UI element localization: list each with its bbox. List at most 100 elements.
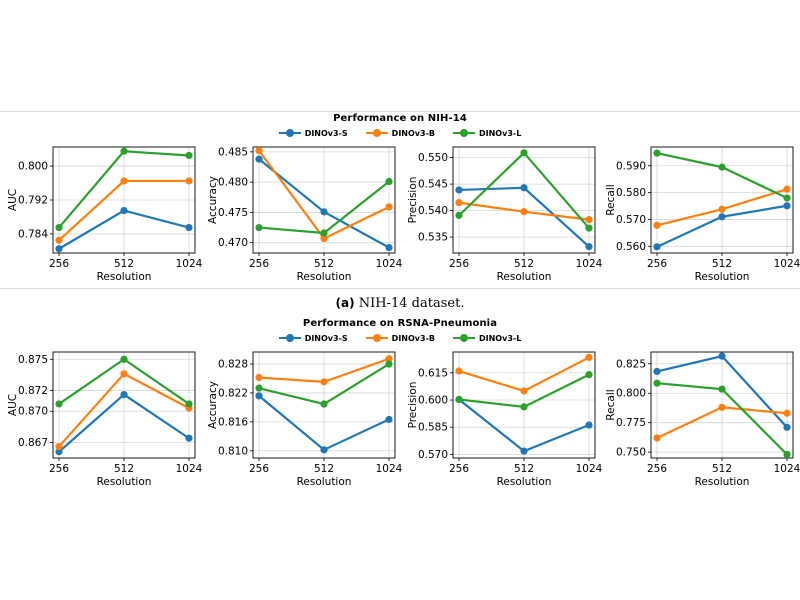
data-point-dinov3-l: [783, 450, 791, 459]
chart-nih-auc: 0.784 0.792 0.800 256 512 1024 Resolution AUC: [7, 146, 203, 283]
data-point-dinov3-l: [585, 371, 593, 379]
chart-nih-precision: 0.535 0.540 0.545 0.550 256 512 1024 Resolution…: [407, 146, 603, 283]
legend-swatch-s: [278, 333, 301, 343]
data-point-dinov3-s: [585, 243, 593, 251]
x-tick-label: 1024: [176, 258, 203, 270]
data-point-dinov3-l: [55, 400, 63, 408]
x-tick-label: 256: [449, 463, 469, 475]
data-point-dinov3-l: [718, 385, 726, 393]
x-axis-label: Resolution: [97, 476, 152, 488]
y-tick-label: 0.540: [418, 205, 448, 217]
y-tick-label: 0.775: [616, 417, 646, 429]
legend-item-dinov3-s: DINOv3-S: [278, 333, 348, 343]
y-tick-label: 0.535: [418, 232, 448, 244]
legend-label-l: DINOv3-L: [478, 333, 522, 343]
data-point-dinov3-b: [653, 434, 661, 442]
y-tick-label: 0.822: [218, 387, 248, 399]
data-point-dinov3-l: [320, 400, 328, 408]
data-point-dinov3-b: [385, 203, 393, 211]
data-point-dinov3-l: [255, 223, 263, 232]
data-point-dinov3-l: [120, 147, 128, 155]
chart-rsna-accuracy: 0.810 0.816 0.822 0.828 256 512 1024 Resolution…: [207, 351, 403, 488]
data-point-dinov3-b: [455, 199, 463, 207]
data-point-dinov3-s: [185, 223, 193, 232]
x-tick-label: 512: [314, 463, 334, 475]
data-point-dinov3-b: [653, 221, 661, 229]
x-tick-label: 512: [114, 463, 134, 475]
x-axis-label: Resolution: [497, 271, 552, 283]
y-tick-label: 0.750: [616, 447, 646, 459]
legend-item-dinov3-l: DINOv3-L: [452, 128, 522, 138]
data-point-dinov3-s: [653, 243, 661, 251]
x-tick-label: 512: [712, 258, 732, 270]
data-point-dinov3-b: [120, 177, 128, 185]
y-axis-label: Accuracy: [207, 381, 219, 429]
x-tick-label: 512: [114, 258, 134, 270]
data-point-dinov3-l: [185, 400, 193, 408]
chart-rsna-auc: 0.867 0.870 0.872 0.875 256 512 1024 Resolution…: [7, 351, 203, 488]
data-point-dinov3-s: [385, 415, 393, 424]
subcaption-a: (a) NIH-14 dataset.: [0, 296, 800, 311]
legend-label-s: DINOv3-S: [304, 333, 348, 343]
data-point-dinov3-b: [718, 403, 726, 411]
mid-divider: [0, 288, 800, 289]
data-point-dinov3-b: [255, 147, 263, 155]
data-point-dinov3-s: [653, 367, 661, 376]
x-tick-label: 512: [514, 258, 534, 270]
data-point-dinov3-b: [320, 234, 328, 243]
legend-rsna: DINOv3-S DINOv3-B DINOv3-L: [0, 333, 800, 343]
y-tick-label: 0.784: [18, 228, 48, 240]
data-point-dinov3-l: [455, 395, 463, 404]
legend-label-l: DINOv3-L: [478, 128, 522, 138]
x-tick-label: 256: [249, 463, 269, 475]
x-tick-label: 256: [449, 258, 469, 270]
y-tick-label: 0.560: [616, 241, 646, 253]
legend-item-dinov3-b: DINOv3-B: [365, 128, 435, 138]
data-point-dinov3-l: [320, 229, 328, 237]
data-point-dinov3-s: [520, 447, 528, 455]
data-point-dinov3-b: [520, 387, 528, 395]
data-point-dinov3-b: [455, 367, 463, 375]
x-tick-label: 256: [49, 463, 69, 475]
data-point-dinov3-s: [320, 208, 328, 216]
data-point-dinov3-s: [320, 446, 328, 454]
data-point-dinov3-l: [520, 149, 528, 157]
data-point-dinov3-l: [385, 360, 393, 368]
data-point-dinov3-s: [385, 243, 393, 252]
legend-swatch-b: [365, 128, 388, 138]
y-tick-label: 0.870: [18, 406, 48, 418]
y-tick-label: 0.485: [218, 146, 248, 158]
chart-rsna-recall: 0.750 0.775 0.800 0.825 256 512 1024 Resolution…: [605, 351, 800, 488]
top-divider: [0, 111, 800, 112]
y-tick-label: 0.872: [18, 385, 48, 397]
x-axis-label: Resolution: [497, 476, 552, 488]
x-tick-label: 256: [647, 258, 667, 270]
legend-label-b: DINOv3-B: [391, 128, 435, 138]
legend-swatch-l: [452, 128, 475, 138]
y-tick-label: 0.580: [616, 187, 646, 199]
data-point-dinov3-l: [455, 211, 463, 219]
x-tick-label: 256: [49, 258, 69, 270]
data-point-dinov3-b: [585, 216, 593, 224]
y-tick-label: 0.828: [218, 359, 248, 371]
y-tick-label: 0.480: [218, 177, 248, 189]
data-point-dinov3-b: [585, 353, 593, 362]
y-tick-label: 0.590: [616, 160, 646, 172]
data-point-dinov3-b: [520, 208, 528, 216]
x-tick-label: 256: [647, 463, 667, 475]
x-tick-label: 1024: [774, 463, 800, 475]
y-axis-label: Recall: [605, 184, 617, 215]
x-axis-label: Resolution: [297, 476, 352, 488]
y-tick-label: 0.585: [418, 422, 448, 434]
y-axis-label: AUC: [7, 189, 19, 211]
x-tick-label: 512: [712, 463, 732, 475]
legend-swatch-l: [452, 333, 475, 343]
x-axis-label: Resolution: [97, 271, 152, 283]
data-point-dinov3-l: [653, 379, 661, 387]
legend-label-s: DINOv3-S: [304, 128, 348, 138]
y-axis-label: AUC: [7, 394, 19, 416]
data-point-dinov3-b: [255, 373, 263, 382]
y-tick-label: 0.615: [418, 367, 448, 379]
y-tick-label: 0.800: [18, 161, 48, 173]
data-point-dinov3-s: [255, 392, 263, 400]
